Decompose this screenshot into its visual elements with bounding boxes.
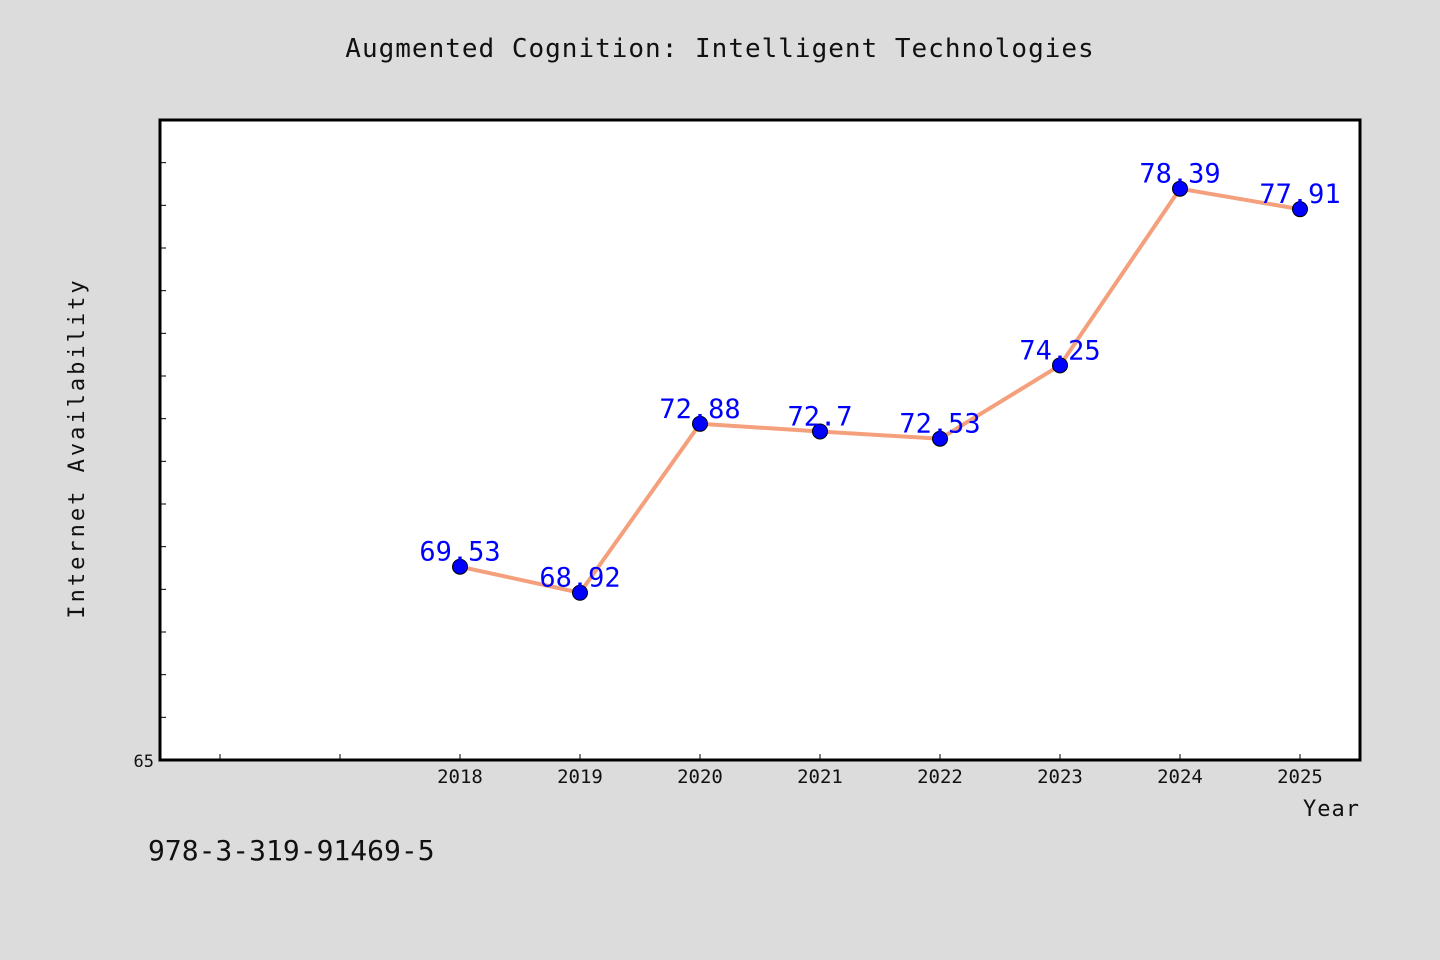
data-point — [1172, 180, 1188, 197]
data-label: 77.91 — [1259, 179, 1340, 210]
x-axis-label: Year — [1303, 797, 1360, 822]
series-line — [459, 186, 1301, 595]
y-axis-label: Internet Availability — [65, 277, 90, 618]
y-tick-label-min: 65 — [134, 752, 154, 772]
data-point — [1292, 201, 1308, 218]
plot-area — [158, 118, 1362, 762]
data-label: 74.25 — [1019, 335, 1100, 366]
data-point — [572, 584, 588, 601]
x-tick-label: 2020 — [677, 766, 723, 788]
data-label: 78.39 — [1139, 159, 1220, 190]
x-tick-label: 2021 — [797, 766, 843, 788]
data-point — [932, 430, 948, 447]
data-label: 72.53 — [899, 409, 980, 440]
data-label: 72.7 — [787, 401, 852, 432]
x-tick-label: 2022 — [917, 766, 963, 788]
data-label: 72.88 — [659, 394, 740, 425]
data-point — [1052, 357, 1068, 374]
data-label: 69.53 — [419, 537, 500, 568]
data-point — [812, 423, 828, 440]
x-tick-label: 2018 — [437, 766, 483, 788]
x-tick-label: 2019 — [557, 766, 603, 788]
x-tick-label: 2025 — [1277, 766, 1323, 788]
chart-title: Augmented Cognition: Intelligent Technol… — [345, 34, 1095, 64]
x-tick-label: 2023 — [1037, 766, 1083, 788]
data-point — [452, 558, 468, 575]
x-tick-label: 2024 — [1157, 766, 1203, 788]
data-label: 68.92 — [539, 563, 620, 594]
data-point — [692, 415, 708, 432]
footer-isbn: 978-3-319-91469-5 — [148, 834, 435, 867]
